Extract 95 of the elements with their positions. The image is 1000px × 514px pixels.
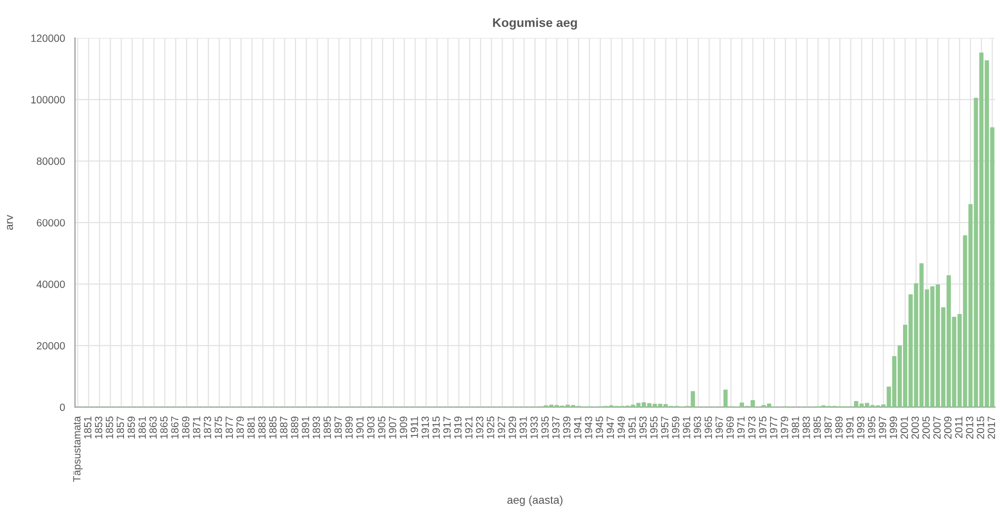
x-tick-label: 1947 xyxy=(606,416,614,438)
x-tick-label: 1853 xyxy=(94,416,102,438)
x-tick-label: 1921 xyxy=(465,416,472,438)
x-tick-label: 1965 xyxy=(704,416,712,438)
x-tick-label: 1909 xyxy=(400,416,408,438)
x-tick-label: 1983 xyxy=(802,416,810,438)
y-tick-label: 100000 xyxy=(31,96,65,104)
y-tick-label: 0 xyxy=(60,404,65,411)
x-tick-label: 1915 xyxy=(432,416,440,438)
x-tick-label: 1955 xyxy=(650,416,658,438)
x-tick-label: 1969 xyxy=(726,416,734,438)
x-tick-label: 2015 xyxy=(976,416,984,439)
x-tick-label: 1971 xyxy=(737,416,745,438)
x-tick-label: 1899 xyxy=(345,416,353,438)
x-tick-label: 1889 xyxy=(290,416,298,438)
x-tick-label: 1893 xyxy=(312,416,320,438)
y-tick-label: 120000 xyxy=(31,34,65,42)
x-tick-label: 1977 xyxy=(770,416,778,438)
x-tick-label: 2009 xyxy=(944,416,952,439)
x-tick-label: 2011 xyxy=(955,416,962,438)
x-tick-label: 1869 xyxy=(182,416,190,438)
x-tick-label: 1919 xyxy=(454,416,462,438)
x-tick-label: 1937 xyxy=(552,416,560,438)
x-tick-label: 1929 xyxy=(508,416,516,438)
x-tick-label: 1903 xyxy=(367,416,374,438)
y-tick-label: 60000 xyxy=(36,219,65,226)
x-tick-label: 1923 xyxy=(476,416,484,438)
x-tick-label: 1951 xyxy=(628,416,636,438)
x-tick-label: 1963 xyxy=(694,416,702,438)
x-axis-title: aeg (aasta) xyxy=(507,496,562,506)
x-tick-label: 1867 xyxy=(171,416,179,438)
x-tick-label: 1905 xyxy=(378,416,386,438)
x-tick-label: 1875 xyxy=(214,416,222,438)
x-tick-label: Täpsustamata xyxy=(73,416,83,482)
x-tick-label: 1949 xyxy=(618,416,625,438)
y-tick-label: 80000 xyxy=(36,158,65,165)
x-tick-label: 1891 xyxy=(302,416,310,438)
x-tick-label: 2001 xyxy=(900,416,908,439)
x-tick-label: 1953 xyxy=(639,416,647,438)
x-tick-label: 2007 xyxy=(933,416,941,439)
x-tick-label: 1865 xyxy=(160,416,168,438)
x-tick-label: 1857 xyxy=(116,416,124,438)
x-tick-label: 1999 xyxy=(890,416,898,438)
x-tick-label: 1967 xyxy=(716,416,723,438)
x-tick-label: 1897 xyxy=(334,416,342,438)
x-tick-label: 1877 xyxy=(226,416,233,438)
x-tick-label: 1895 xyxy=(324,416,331,438)
x-tick-label: 1885 xyxy=(269,416,276,438)
x-tick-label: 2013 xyxy=(966,416,974,439)
x-tick-label: 1979 xyxy=(780,416,788,438)
x-tick-label: 1957 xyxy=(661,416,668,438)
x-tick-label: 1917 xyxy=(443,416,451,438)
x-tick-label: 1961 xyxy=(682,416,690,438)
x-tick-label: 1879 xyxy=(236,416,244,438)
x-tick-label: 1945 xyxy=(596,416,604,438)
x-tick-label: 1883 xyxy=(258,416,266,438)
y-axis-title: arv xyxy=(6,214,14,230)
x-tick-label: 1881 xyxy=(247,416,255,438)
x-tick-label: 1933 xyxy=(530,416,538,438)
x-tick-label: 1863 xyxy=(149,416,157,438)
y-tick-label: 20000 xyxy=(36,342,65,350)
x-tick-label: 1859 xyxy=(128,416,135,438)
x-tick-label: 1907 xyxy=(388,416,396,438)
x-tick-label: 1939 xyxy=(563,416,570,438)
x-tick-label: 1975 xyxy=(759,416,766,438)
x-tick-label: 1987 xyxy=(824,416,832,438)
x-tick-label: 1991 xyxy=(846,416,854,438)
x-tick-label: 1993 xyxy=(857,416,864,438)
x-tick-label: 1997 xyxy=(878,416,886,438)
x-tick-label: 1981 xyxy=(792,416,800,438)
x-tick-label: 1851 xyxy=(84,416,92,438)
x-tick-label: 1855 xyxy=(106,416,114,438)
chart-title: Kogumise aeg xyxy=(493,18,577,30)
y-tick-label: 40000 xyxy=(36,280,65,288)
x-tick-label: 1913 xyxy=(422,416,429,438)
x-tick-label: 1935 xyxy=(541,416,549,438)
x-tick-label: 1959 xyxy=(672,416,680,438)
x-tick-label: 1901 xyxy=(356,416,364,438)
x-tick-label: 1985 xyxy=(813,416,821,438)
x-tick-label: 1989 xyxy=(835,416,843,438)
x-tick-label: 2017 xyxy=(988,416,996,439)
x-tick-label: 1943 xyxy=(584,416,592,438)
x-tick-label: 1871 xyxy=(192,416,200,438)
x-tick-label: 2005 xyxy=(922,416,930,439)
x-tick-label: 1887 xyxy=(280,416,288,438)
x-tick-label: 1911 xyxy=(410,416,418,438)
x-tick-label: 2003 xyxy=(911,416,919,439)
x-tick-label: 1873 xyxy=(204,416,212,438)
x-tick-label: 1941 xyxy=(574,416,582,438)
x-tick-label: 1861 xyxy=(138,416,146,438)
x-tick-label: 1995 xyxy=(868,416,876,438)
x-tick-label: 1931 xyxy=(520,416,527,438)
x-tick-label: 1927 xyxy=(498,416,506,438)
x-tick-label: 1925 xyxy=(486,416,494,438)
x-tick-label: 1973 xyxy=(748,416,756,438)
